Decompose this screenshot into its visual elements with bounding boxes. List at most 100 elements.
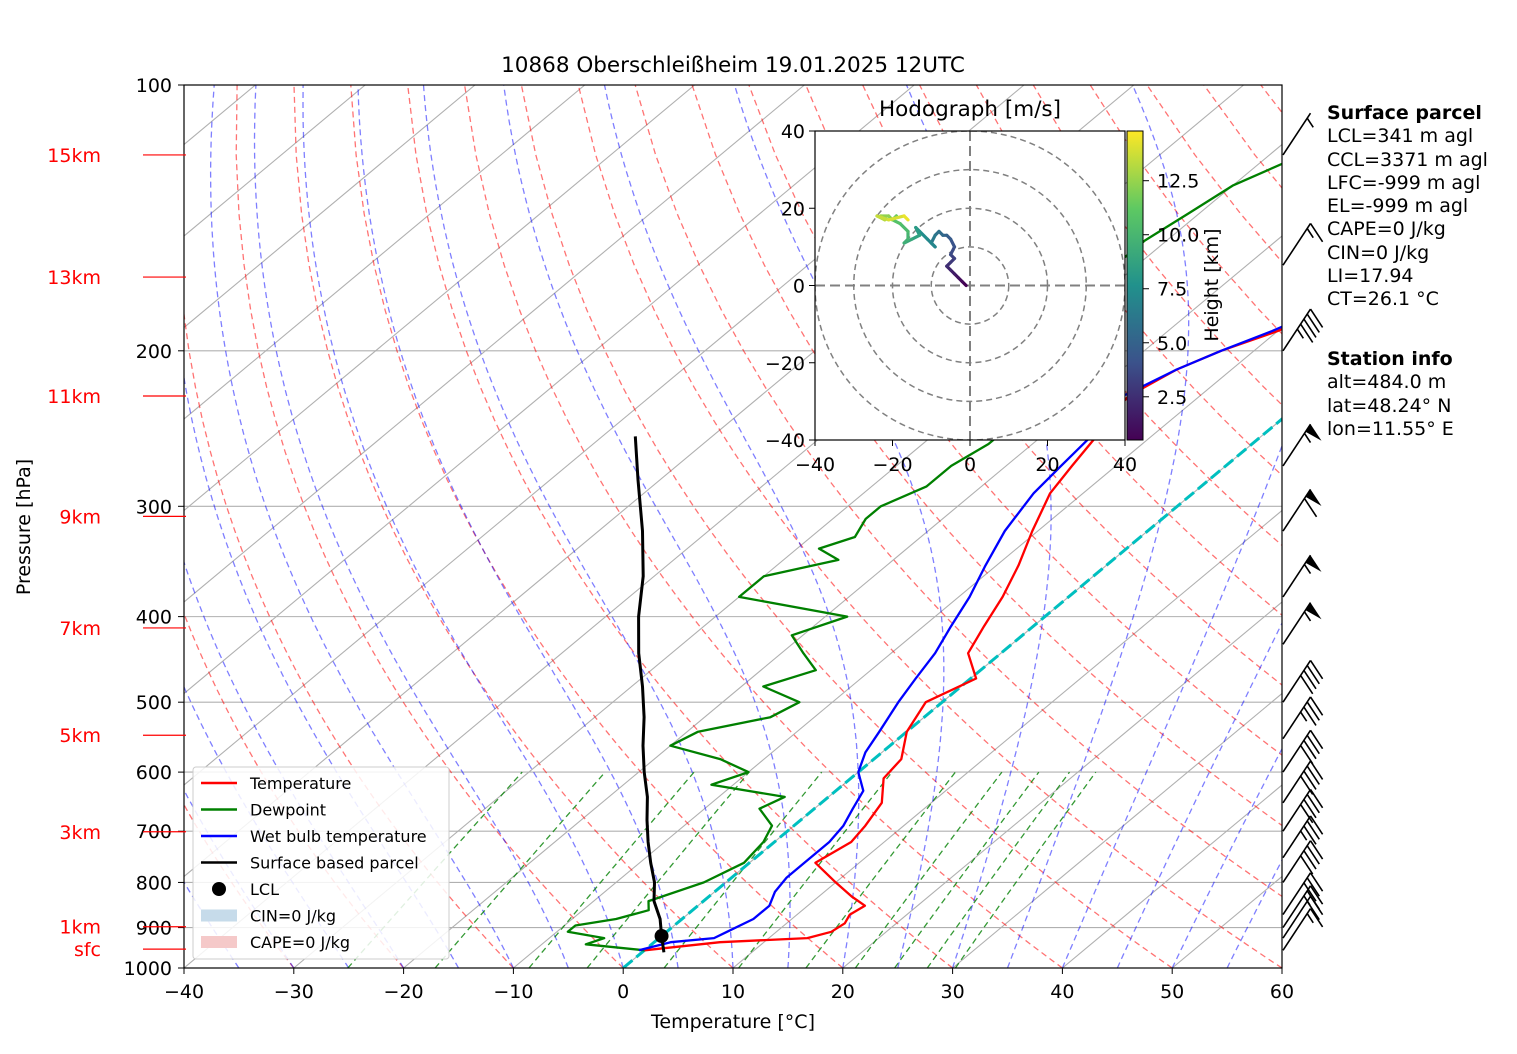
y-tick-label: 1000 — [124, 958, 172, 980]
x-axis-label: Temperature [°C] — [650, 1011, 815, 1033]
barb-flag — [1309, 872, 1324, 892]
isotherm-line — [513, 326, 1282, 968]
barb-flag — [1306, 701, 1320, 721]
isotherm-line — [952, 692, 1282, 968]
barb-half-flag — [1306, 228, 1314, 239]
station-info-title: Station info — [1327, 348, 1453, 370]
x-tick-label: −10 — [493, 981, 533, 1003]
barb-pennant — [1305, 555, 1322, 572]
mixing-ratio-line — [805, 771, 956, 968]
surface-ct: CT=26.1 °C — [1327, 288, 1439, 311]
barb-pennant — [1305, 424, 1322, 441]
hodograph-segment — [925, 237, 937, 249]
legend-box — [192, 766, 450, 960]
x-tick-label: 0 — [617, 981, 629, 1003]
legend-label: LCL — [250, 880, 279, 899]
moist-adiabat — [603, 85, 860, 968]
wind-barb — [1282, 815, 1312, 859]
isotherm-line — [293, 143, 1282, 968]
barb-flag — [1299, 323, 1314, 343]
moist-adiabat — [357, 85, 679, 968]
hodograph-title: Hodograph [m/s] — [879, 97, 1061, 122]
barb-half-flag — [1303, 563, 1312, 575]
mixing-ratio-line — [954, 771, 1097, 968]
barb-flag — [1309, 815, 1324, 835]
barb-half-flag — [1299, 830, 1308, 841]
hodograph-segment — [887, 214, 906, 222]
station-lon: lon=11.55° E — [1327, 417, 1454, 440]
barb-flag — [1299, 744, 1314, 765]
barb-flag — [1306, 890, 1320, 910]
hodograph-y-tick-label: 20 — [781, 198, 805, 220]
barb-pennant — [1305, 489, 1322, 506]
moist-adiabat — [422, 85, 734, 968]
legend-swatch — [212, 882, 226, 896]
barb-flag — [1303, 770, 1317, 790]
legend-swatch — [201, 909, 237, 922]
x-axis-ticks: −40 −30 −20 −10 0 10 20 30 40 50 60 — [164, 968, 1294, 1003]
wind-barb — [1282, 223, 1312, 266]
surface-parcel-panel: Surface parcel LCL=341 m agl CCL=3371 m … — [1327, 102, 1488, 312]
barb-flag — [1299, 775, 1314, 795]
surface-el: EL=-999 m agl — [1327, 195, 1469, 218]
barb-flag — [1309, 885, 1324, 905]
barb-flag — [1306, 877, 1320, 897]
hodograph-segment — [875, 214, 891, 222]
barb-flag — [1299, 855, 1314, 875]
series-temperature — [644, 327, 1282, 952]
station-alt: alt=484.0 m — [1327, 371, 1447, 394]
height-label: 13km — [47, 267, 101, 289]
barb-flag — [1303, 850, 1317, 870]
wind-barb — [1282, 908, 1312, 951]
colorbar-tick-label: 12.5 — [1157, 171, 1199, 193]
barb-flag — [1306, 820, 1320, 840]
surface-parcel-title: Surface parcel — [1327, 102, 1482, 124]
barb-flag — [1303, 498, 1318, 518]
wind-barb — [1282, 840, 1312, 883]
moist-adiabat — [302, 85, 624, 968]
barb-flag — [1306, 765, 1320, 785]
isotherm-line — [184, 85, 915, 695]
height-label: 5km — [59, 725, 101, 747]
barb-flag — [1306, 313, 1320, 333]
dry-adiabat — [634, 85, 1282, 898]
dry-adiabat — [407, 85, 953, 968]
zero-degree-isotherm — [622, 417, 1282, 968]
x-tick-label: −20 — [384, 981, 424, 1003]
barb-flag — [1303, 706, 1317, 726]
isotherm-line — [842, 601, 1282, 968]
chart-title: 10868 Oberschleißheim 19.01.2025 12UTC — [501, 53, 965, 78]
hodograph-y-tick-label: −20 — [765, 353, 805, 375]
y-tick-label: 300 — [136, 496, 172, 518]
wind-barb — [1282, 885, 1312, 929]
barb-flag — [1303, 825, 1317, 845]
barb-flag — [1309, 696, 1324, 716]
wind-barb — [1282, 308, 1312, 352]
barb-flag — [1299, 675, 1314, 695]
colorbar-tick-label: 7.5 — [1157, 279, 1187, 301]
barb-flag — [1309, 660, 1324, 680]
surface-ccl: CCL=3371 m agl — [1327, 148, 1488, 171]
y-tick-label: 200 — [136, 341, 172, 363]
y-tick-label: 800 — [136, 872, 172, 894]
isotherm-line — [184, 85, 805, 603]
moist-adiabat — [503, 85, 791, 968]
x-tick-label: 20 — [831, 981, 855, 1003]
dry-adiabat — [235, 85, 624, 968]
legend-label: CIN=0 J/kg — [250, 907, 336, 926]
mixing-ratio-line — [586, 771, 750, 968]
colorbar-label: Height [km] — [1201, 228, 1223, 341]
dry-adiabat — [919, 85, 1282, 547]
moist-adiabat — [253, 85, 569, 968]
mixing-ratio-line — [894, 771, 1040, 968]
lcl-point — [654, 929, 669, 944]
barb-flag — [1309, 223, 1324, 243]
barb-pennant — [1305, 602, 1322, 620]
x-tick-label: 10 — [721, 981, 745, 1003]
height-label: sfc — [74, 939, 101, 961]
barb-flag — [1306, 665, 1320, 685]
barb-flag — [1306, 794, 1320, 814]
x-tick-label: 60 — [1270, 981, 1294, 1003]
